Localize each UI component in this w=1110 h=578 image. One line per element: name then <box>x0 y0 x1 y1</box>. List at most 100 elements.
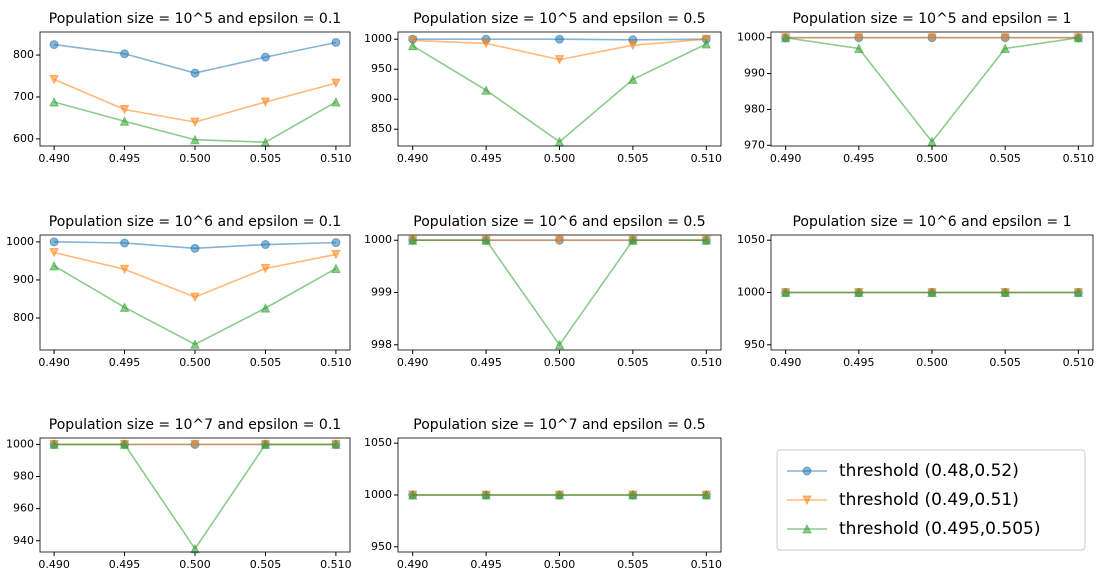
data-point <box>628 489 638 500</box>
data-point <box>927 287 937 297</box>
y-tick-label: 700 <box>13 90 34 103</box>
chart-title: Population size = 10^5 and epsilon = 1 <box>792 11 1071 27</box>
data-point <box>190 117 200 128</box>
plot-frame <box>39 234 351 351</box>
data-point <box>927 33 937 43</box>
x-tick-label: 0.490 <box>770 152 802 165</box>
data-point <box>119 302 130 312</box>
data-point <box>190 243 200 253</box>
x-tick-label: 0.500 <box>544 558 576 571</box>
data-point <box>120 49 130 59</box>
data-point <box>481 235 491 245</box>
data-point <box>49 40 59 50</box>
legend-marker <box>802 466 812 476</box>
chart-title: Population size = 10^7 and epsilon = 0.1 <box>49 417 341 433</box>
plot-frame <box>397 31 722 147</box>
data-point <box>331 263 341 274</box>
series-line <box>53 41 337 74</box>
y-tick-label: 900 <box>13 273 34 286</box>
data-point <box>628 74 638 84</box>
data-point <box>854 33 864 43</box>
data-point <box>190 134 200 145</box>
data-point <box>407 35 418 46</box>
y-tick-label: 1050 <box>364 436 392 449</box>
data-point <box>331 249 341 260</box>
data-point <box>701 489 712 500</box>
data-point <box>331 78 341 89</box>
x-tick-label: 0.495 <box>470 152 502 165</box>
data-point <box>1073 32 1084 43</box>
data-point <box>49 96 59 107</box>
series-line <box>785 36 1079 143</box>
x-tick-label: 0.495 <box>470 356 502 369</box>
x-tick-label: 0.495 <box>109 356 141 369</box>
data-point <box>260 97 271 108</box>
legend-marker <box>802 495 812 506</box>
x-tick-label: 0.500 <box>916 356 948 369</box>
x-tick-label: 0.510 <box>320 356 352 369</box>
y-tick-label: 1000 <box>737 286 765 299</box>
x-tick-label: 0.505 <box>250 152 282 165</box>
y-tick-label: 960 <box>13 502 34 515</box>
data-point <box>1000 43 1010 53</box>
x-tick-label: 0.505 <box>617 152 649 165</box>
data-point <box>628 235 638 245</box>
x-tick-label: 0.495 <box>109 152 141 165</box>
y-tick-label: 950 <box>371 540 392 553</box>
data-point <box>190 543 200 554</box>
data-point <box>407 489 418 500</box>
data-point <box>190 68 200 78</box>
x-tick-label: 0.505 <box>989 356 1021 369</box>
x-tick-label: 0.490 <box>397 152 429 165</box>
x-tick-label: 0.495 <box>843 356 875 369</box>
data-point <box>260 264 271 274</box>
y-tick-label: 1000 <box>364 32 392 45</box>
x-tick-label: 0.500 <box>179 152 211 165</box>
data-point <box>49 248 59 258</box>
plot-frame <box>770 234 1094 351</box>
data-point <box>628 40 638 51</box>
chart-title: Population size = 10^7 and epsilon = 0.5 <box>413 417 705 433</box>
data-point <box>119 439 130 449</box>
legend-label: threshold (0.48,0.52) <box>839 461 1019 481</box>
x-tick-label: 0.490 <box>38 152 70 165</box>
x-tick-label: 0.495 <box>109 558 141 571</box>
data-point <box>49 260 59 271</box>
data-point <box>260 240 270 250</box>
y-tick-label: 998 <box>371 338 392 351</box>
data-point <box>119 264 130 275</box>
data-point <box>331 439 341 449</box>
legend-marker <box>802 523 812 534</box>
x-tick-label: 0.500 <box>544 356 576 369</box>
y-tick-label: 850 <box>371 122 392 135</box>
y-tick-label: 990 <box>744 67 765 80</box>
x-tick-label: 0.495 <box>470 558 502 571</box>
y-tick-label: 800 <box>13 311 34 324</box>
x-tick-label: 0.505 <box>617 558 649 571</box>
x-tick-label: 0.505 <box>250 356 282 369</box>
data-point <box>119 116 130 126</box>
y-tick-label: 900 <box>371 92 392 105</box>
data-point <box>190 339 200 349</box>
data-point <box>854 287 864 297</box>
data-point <box>780 32 791 43</box>
x-tick-label: 0.500 <box>544 152 576 165</box>
data-point <box>407 40 418 51</box>
data-point <box>119 105 130 115</box>
chart-title: Population size = 10^6 and epsilon = 1 <box>792 214 1071 230</box>
x-tick-label: 0.500 <box>179 356 211 369</box>
y-tick-label: 1000 <box>6 437 34 450</box>
data-point <box>701 38 712 49</box>
plot-frame <box>397 234 722 351</box>
x-tick-label: 0.510 <box>691 152 723 165</box>
x-tick-label: 0.490 <box>38 356 70 369</box>
data-point <box>481 38 491 49</box>
x-tick-label: 0.490 <box>397 356 429 369</box>
x-tick-label: 0.500 <box>916 152 948 165</box>
y-tick-label: 999 <box>371 286 392 299</box>
data-point <box>554 235 565 246</box>
plot-frame <box>39 31 351 147</box>
data-point <box>190 439 200 450</box>
